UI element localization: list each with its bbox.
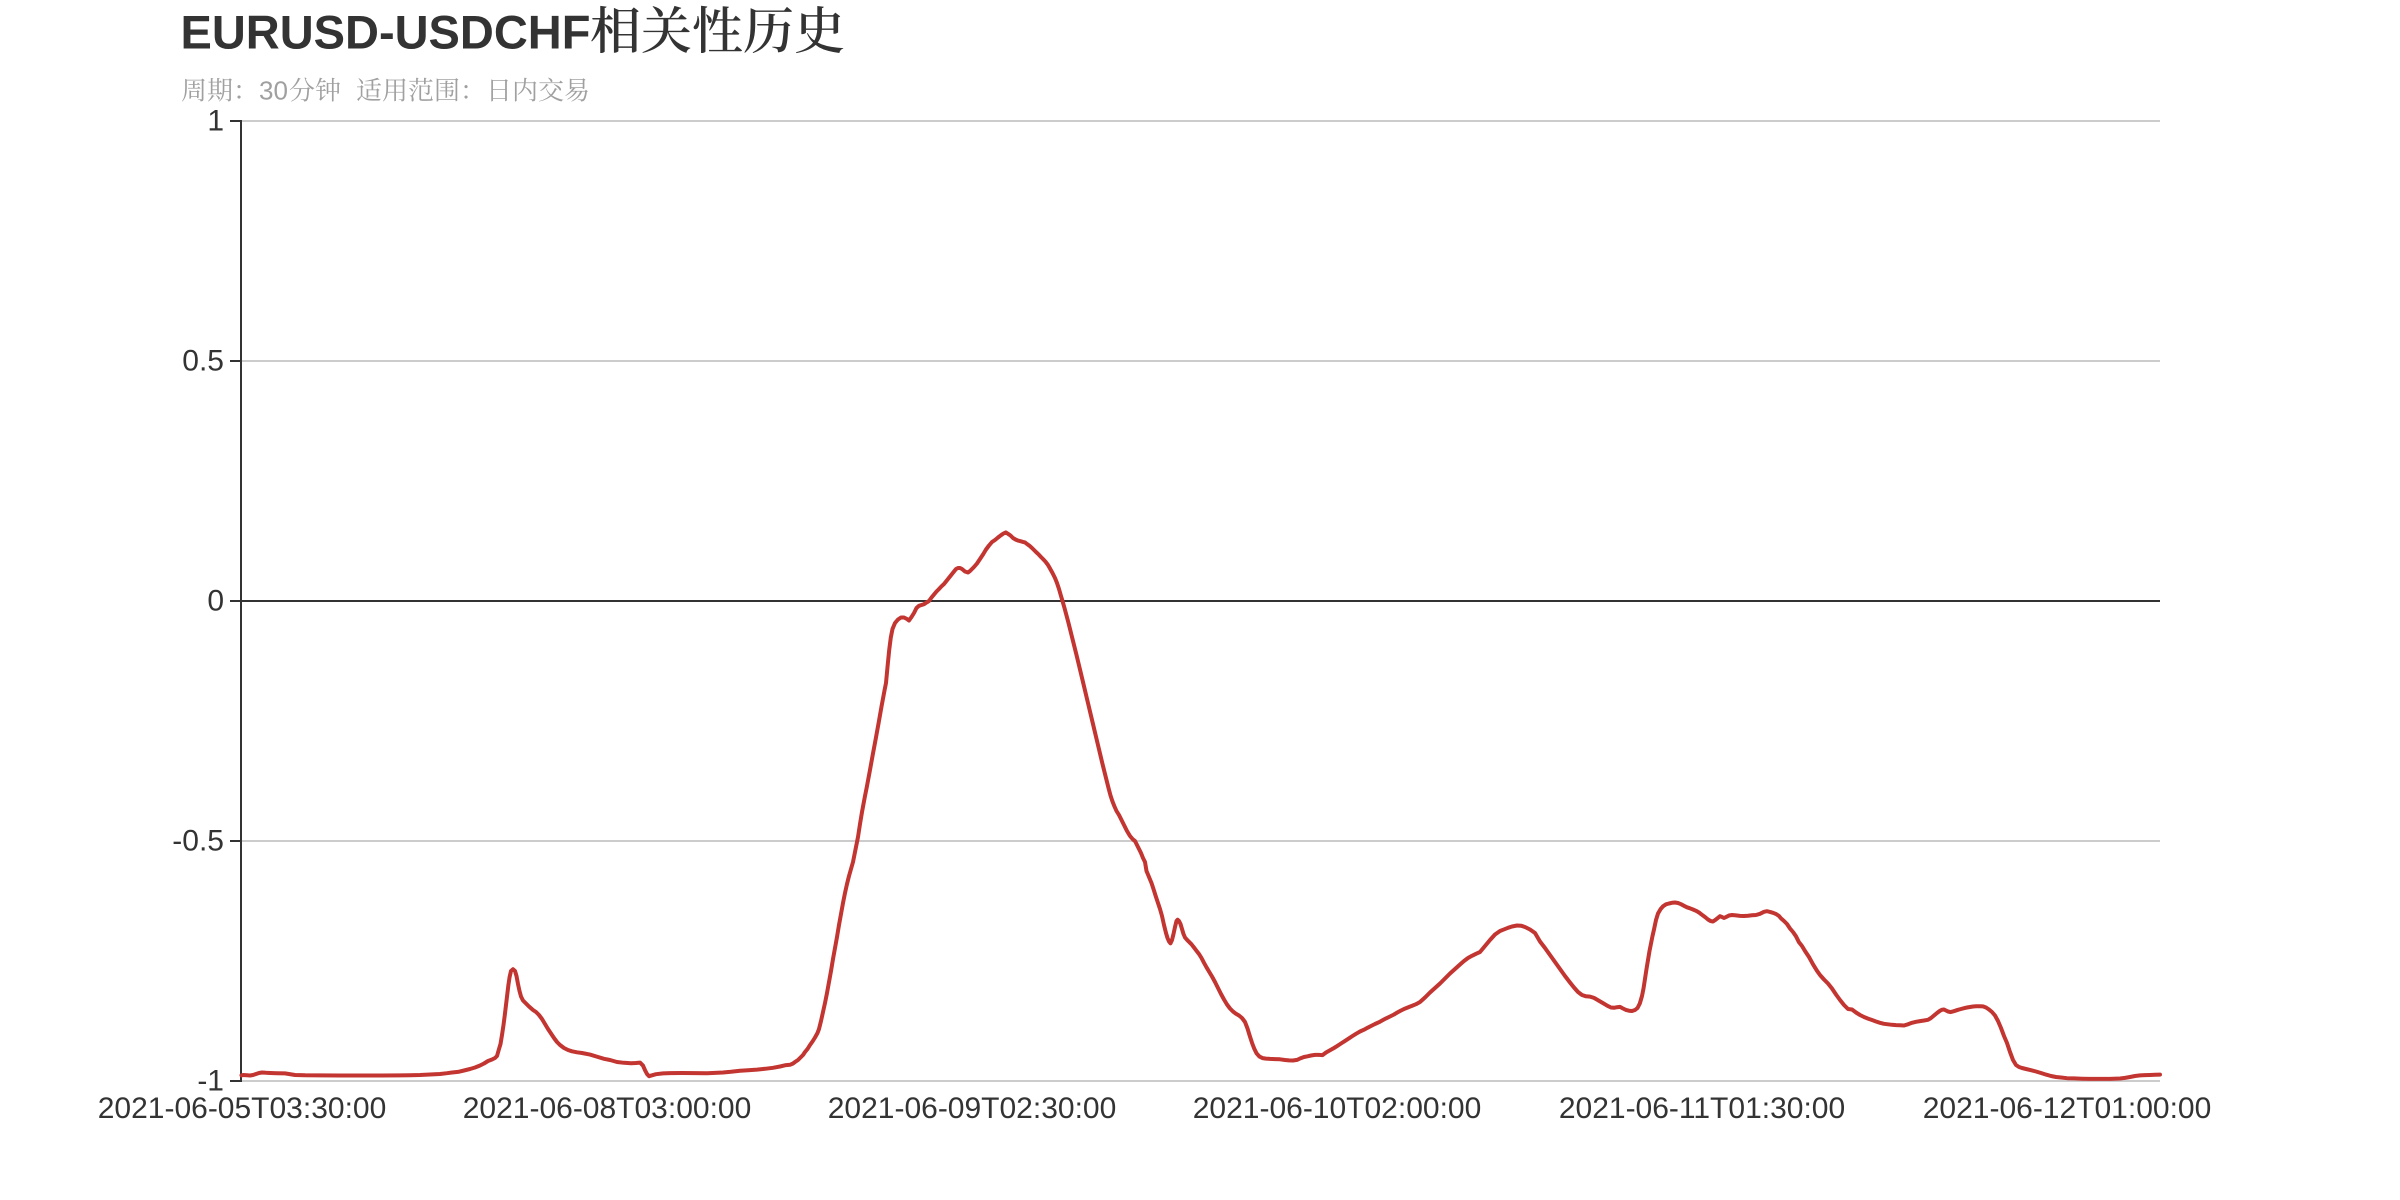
svg-text:30: 30 — [259, 76, 288, 106]
svg-text:0: 0 — [207, 585, 224, 618]
svg-text:2021-06-09T02:30:00: 2021-06-09T02:30:00 — [828, 1092, 1117, 1125]
svg-text:-0.5: -0.5 — [172, 825, 224, 858]
svg-text:2021-06-05T03:30:00: 2021-06-05T03:30:00 — [98, 1092, 387, 1125]
svg-text:2021-06-12T01:00:00: 2021-06-12T01:00:00 — [1923, 1092, 2212, 1125]
svg-text:2021-06-10T02:00:00: 2021-06-10T02:00:00 — [1193, 1092, 1482, 1125]
svg-text:EURUSD-USDCHF: EURUSD-USDCHF — [181, 5, 591, 58]
svg-text:-1: -1 — [197, 1065, 224, 1098]
svg-text:0.5: 0.5 — [182, 345, 224, 378]
svg-text:1: 1 — [207, 105, 224, 138]
svg-text:2021-06-11T01:30:00: 2021-06-11T01:30:00 — [1559, 1092, 1845, 1125]
svg-text:2021-06-08T03:00:00: 2021-06-08T03:00:00 — [463, 1092, 752, 1125]
